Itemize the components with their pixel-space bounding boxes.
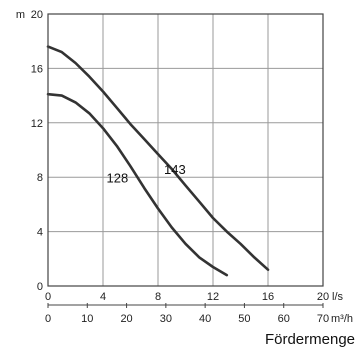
y-tick-label: 0 — [37, 281, 43, 293]
plot-frame — [47, 13, 324, 287]
y-unit-label: m — [16, 9, 25, 21]
x-unit-label: l/s — [332, 291, 344, 303]
secondary-x-tick-label: 30 — [160, 313, 172, 325]
secondary-x-unit-label: m³/h — [331, 313, 353, 325]
x-axis-caption: Fördermenge — [265, 331, 355, 348]
curve-layer — [46, 45, 270, 277]
secondary-x-tick-label: 20 — [120, 313, 132, 325]
y-tick-label: 8 — [37, 172, 43, 184]
x-tick-label: 16 — [262, 291, 274, 303]
x-tick-label: 8 — [155, 291, 161, 303]
x-tick-label: 12 — [207, 291, 219, 303]
axis-layer — [47, 13, 324, 308]
y-tick-label: 16 — [31, 63, 43, 75]
curve-143 — [46, 45, 270, 271]
secondary-x-tick-label: 10 — [81, 313, 93, 325]
secondary-x-tick-label: 40 — [199, 313, 211, 325]
x-tick-label: 0 — [45, 291, 51, 303]
secondary-x-tick-label: 70 — [317, 313, 329, 325]
curve-label-128: 128 — [107, 170, 129, 185]
x-tick-label: 4 — [100, 291, 106, 303]
curve-label-143: 143 — [164, 162, 186, 177]
y-tick-label: 20 — [31, 9, 43, 21]
curve-128 — [46, 92, 229, 277]
grid-layer — [48, 14, 323, 286]
secondary-x-tick-label: 50 — [238, 313, 250, 325]
y-tick-label: 4 — [37, 227, 43, 239]
x-tick-label: 20 — [317, 291, 329, 303]
secondary-x-tick-label: 60 — [278, 313, 290, 325]
y-tick-label: 12 — [31, 118, 43, 130]
secondary-x-tick-label: 0 — [45, 313, 51, 325]
